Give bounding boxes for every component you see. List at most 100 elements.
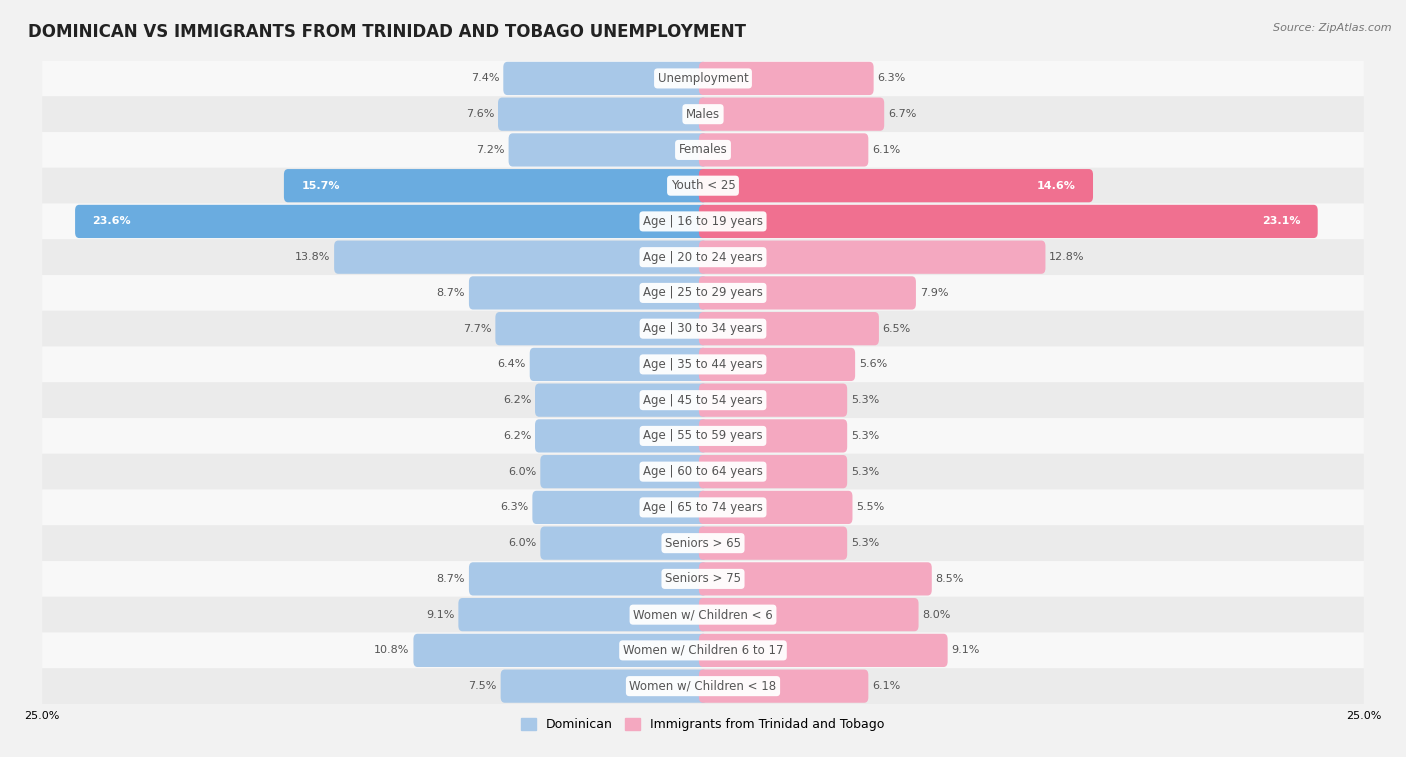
Text: 5.3%: 5.3% [851, 538, 879, 548]
FancyBboxPatch shape [699, 419, 848, 453]
Text: Age | 60 to 64 years: Age | 60 to 64 years [643, 465, 763, 478]
FancyBboxPatch shape [540, 527, 707, 559]
FancyBboxPatch shape [699, 562, 932, 596]
FancyBboxPatch shape [699, 205, 1317, 238]
FancyBboxPatch shape [42, 561, 1364, 597]
FancyBboxPatch shape [503, 62, 707, 95]
FancyBboxPatch shape [42, 382, 1364, 418]
FancyBboxPatch shape [699, 133, 869, 167]
FancyBboxPatch shape [458, 598, 707, 631]
FancyBboxPatch shape [335, 241, 707, 274]
FancyBboxPatch shape [699, 455, 848, 488]
FancyBboxPatch shape [470, 562, 707, 596]
FancyBboxPatch shape [699, 669, 869, 702]
FancyBboxPatch shape [42, 96, 1364, 132]
FancyBboxPatch shape [540, 455, 707, 488]
FancyBboxPatch shape [413, 634, 707, 667]
Text: 6.1%: 6.1% [872, 145, 900, 155]
FancyBboxPatch shape [699, 276, 915, 310]
FancyBboxPatch shape [42, 347, 1364, 382]
Text: 13.8%: 13.8% [295, 252, 330, 262]
Text: 6.0%: 6.0% [508, 466, 537, 477]
Text: Age | 30 to 34 years: Age | 30 to 34 years [643, 322, 763, 335]
Legend: Dominican, Immigrants from Trinidad and Tobago: Dominican, Immigrants from Trinidad and … [516, 713, 890, 737]
FancyBboxPatch shape [699, 169, 1092, 202]
FancyBboxPatch shape [699, 62, 873, 95]
Text: 6.2%: 6.2% [503, 431, 531, 441]
FancyBboxPatch shape [284, 169, 707, 202]
FancyBboxPatch shape [42, 490, 1364, 525]
Text: 12.8%: 12.8% [1049, 252, 1085, 262]
FancyBboxPatch shape [699, 634, 948, 667]
Text: 8.5%: 8.5% [935, 574, 965, 584]
Text: 5.3%: 5.3% [851, 466, 879, 477]
Text: 5.3%: 5.3% [851, 395, 879, 405]
FancyBboxPatch shape [470, 276, 707, 310]
Text: Age | 16 to 19 years: Age | 16 to 19 years [643, 215, 763, 228]
Text: 9.1%: 9.1% [952, 646, 980, 656]
Text: 6.3%: 6.3% [877, 73, 905, 83]
FancyBboxPatch shape [699, 312, 879, 345]
Text: 6.0%: 6.0% [508, 538, 537, 548]
FancyBboxPatch shape [42, 525, 1364, 561]
FancyBboxPatch shape [533, 491, 707, 524]
Text: 15.7%: 15.7% [301, 181, 340, 191]
FancyBboxPatch shape [699, 241, 1046, 274]
Text: DOMINICAN VS IMMIGRANTS FROM TRINIDAD AND TOBAGO UNEMPLOYMENT: DOMINICAN VS IMMIGRANTS FROM TRINIDAD AN… [28, 23, 747, 41]
FancyBboxPatch shape [42, 668, 1364, 704]
Text: Males: Males [686, 107, 720, 120]
Text: Age | 25 to 29 years: Age | 25 to 29 years [643, 286, 763, 300]
FancyBboxPatch shape [536, 384, 707, 417]
Text: 8.7%: 8.7% [437, 288, 465, 298]
FancyBboxPatch shape [536, 419, 707, 453]
Text: 5.5%: 5.5% [856, 503, 884, 512]
FancyBboxPatch shape [699, 491, 852, 524]
FancyBboxPatch shape [75, 205, 707, 238]
FancyBboxPatch shape [509, 133, 707, 167]
FancyBboxPatch shape [699, 598, 918, 631]
FancyBboxPatch shape [42, 204, 1364, 239]
Text: 9.1%: 9.1% [426, 609, 454, 620]
FancyBboxPatch shape [42, 275, 1364, 311]
Text: 6.3%: 6.3% [501, 503, 529, 512]
FancyBboxPatch shape [42, 453, 1364, 490]
FancyBboxPatch shape [42, 239, 1364, 275]
Text: 6.5%: 6.5% [883, 324, 911, 334]
FancyBboxPatch shape [42, 168, 1364, 204]
FancyBboxPatch shape [42, 418, 1364, 453]
Text: Age | 65 to 74 years: Age | 65 to 74 years [643, 501, 763, 514]
FancyBboxPatch shape [699, 527, 848, 559]
Text: 5.3%: 5.3% [851, 431, 879, 441]
Text: 8.0%: 8.0% [922, 609, 950, 620]
FancyBboxPatch shape [498, 98, 707, 131]
Text: Women w/ Children 6 to 17: Women w/ Children 6 to 17 [623, 644, 783, 657]
Text: 7.6%: 7.6% [465, 109, 494, 119]
Text: Age | 45 to 54 years: Age | 45 to 54 years [643, 394, 763, 407]
Text: Women w/ Children < 18: Women w/ Children < 18 [630, 680, 776, 693]
FancyBboxPatch shape [42, 61, 1364, 96]
FancyBboxPatch shape [42, 633, 1364, 668]
Text: 14.6%: 14.6% [1036, 181, 1076, 191]
FancyBboxPatch shape [699, 384, 848, 417]
Text: Seniors > 65: Seniors > 65 [665, 537, 741, 550]
Text: 7.7%: 7.7% [463, 324, 492, 334]
Text: Unemployment: Unemployment [658, 72, 748, 85]
Text: 7.4%: 7.4% [471, 73, 499, 83]
Text: Youth < 25: Youth < 25 [671, 179, 735, 192]
Text: 6.2%: 6.2% [503, 395, 531, 405]
Text: Women w/ Children < 6: Women w/ Children < 6 [633, 608, 773, 621]
Text: Females: Females [679, 143, 727, 157]
Text: 7.9%: 7.9% [920, 288, 948, 298]
Text: Age | 55 to 59 years: Age | 55 to 59 years [643, 429, 763, 442]
Text: Age | 20 to 24 years: Age | 20 to 24 years [643, 251, 763, 263]
FancyBboxPatch shape [501, 669, 707, 702]
Text: 10.8%: 10.8% [374, 646, 409, 656]
Text: Seniors > 75: Seniors > 75 [665, 572, 741, 585]
Text: 7.5%: 7.5% [468, 681, 496, 691]
FancyBboxPatch shape [699, 347, 855, 381]
Text: Age | 35 to 44 years: Age | 35 to 44 years [643, 358, 763, 371]
FancyBboxPatch shape [699, 98, 884, 131]
FancyBboxPatch shape [42, 311, 1364, 347]
Text: 8.7%: 8.7% [437, 574, 465, 584]
FancyBboxPatch shape [530, 347, 707, 381]
